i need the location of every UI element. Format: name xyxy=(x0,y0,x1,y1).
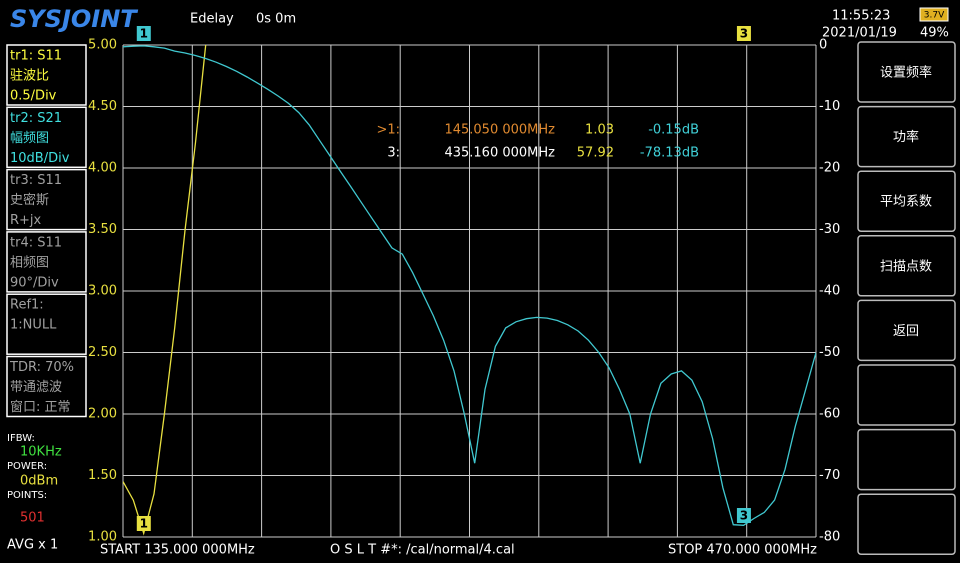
cal-file: O S L T #*: /cal/normal/4.cal xyxy=(330,543,515,558)
trace-panel-line: tr4: S11 xyxy=(10,235,62,250)
ifbw-value: 10KHz xyxy=(20,445,62,460)
marker-swr: 1.03 xyxy=(585,123,614,138)
power-value: 0dBm xyxy=(20,474,58,489)
menu-label[interactable]: 扫描点数 xyxy=(880,259,932,274)
marker-label: >1: xyxy=(376,123,400,138)
marker-flag xyxy=(136,26,151,41)
edelay-value: 0s 0m xyxy=(256,12,296,27)
battery-percent: 49% xyxy=(920,26,949,41)
ifbw-label: IFBW: xyxy=(7,433,35,444)
marker-flag-label: 1 xyxy=(140,27,148,41)
y-tick-label: 3.50 xyxy=(88,222,117,237)
marker-db: -78.13dB xyxy=(640,146,699,161)
trace-panel-line: tr2: S21 xyxy=(10,111,62,126)
trace-line xyxy=(123,45,207,536)
trace-panel-line: R+jx xyxy=(10,213,42,228)
y2-tick-label: -70 xyxy=(819,468,840,483)
trace-panel-line: 0.5/Div xyxy=(10,89,57,104)
trace-panel[interactable] xyxy=(6,293,87,355)
trace-panel-line: 10dB/Div xyxy=(10,151,70,166)
menu-button[interactable] xyxy=(857,105,956,168)
menu-button[interactable] xyxy=(857,428,956,491)
menu-label[interactable]: 功率 xyxy=(893,129,919,145)
power-label: POWER: xyxy=(7,461,47,472)
edelay-label: Edelay xyxy=(190,12,234,27)
y2-tick-label: -60 xyxy=(819,407,840,422)
y-tick-label: 2.00 xyxy=(88,407,117,422)
trace-panel[interactable] xyxy=(6,44,87,106)
trace-panel-line: 驻波比 xyxy=(10,69,49,84)
y-tick-label: 5.00 xyxy=(88,38,117,53)
marker-swr: 57.92 xyxy=(577,146,614,161)
stop-freq: STOP 470.000 000MHz xyxy=(668,543,817,558)
trace-panel-line: tr1: S11 xyxy=(10,49,62,64)
menu-button[interactable] xyxy=(857,170,956,232)
marker-flag xyxy=(736,26,751,41)
y-tick-label: 4.00 xyxy=(88,161,117,176)
menu-label[interactable]: 平均系数 xyxy=(880,195,932,210)
trace-panel-line: Ref1: xyxy=(10,298,44,313)
marker-label: 3: xyxy=(387,146,400,161)
marker-flag-label: 3 xyxy=(740,509,748,523)
marker-flag-label: 1 xyxy=(140,517,148,531)
trace-panel-line: 90°/Div xyxy=(10,275,59,290)
time: 11:55:23 xyxy=(832,9,890,24)
start-freq: START 135.000 000MHz xyxy=(100,543,255,558)
marker-flag-label: 3 xyxy=(740,27,748,41)
y2-tick-label: -30 xyxy=(819,222,840,237)
y-tick-label: 2.50 xyxy=(88,345,117,360)
y-tick-label: 1.50 xyxy=(88,468,117,483)
trace-panel-line: tr3: S11 xyxy=(10,173,62,188)
menu-label[interactable]: 返回 xyxy=(893,324,919,339)
marker-freq: 145.050 000MHz xyxy=(444,123,555,138)
trace-panel-line: 1:NULL xyxy=(10,318,57,333)
menu-button[interactable] xyxy=(857,235,956,297)
marker-flag xyxy=(136,516,151,531)
menu-button[interactable] xyxy=(857,299,956,362)
trace-panel[interactable] xyxy=(6,355,87,418)
trace-panel-line: TDR: 70% xyxy=(9,360,74,375)
y2-tick-label: -50 xyxy=(819,345,840,360)
avg: AVG x 1 xyxy=(7,538,58,553)
marker-flag xyxy=(736,508,751,523)
trace-panel-line: 窗口: 正常 xyxy=(10,399,71,415)
menu-button[interactable] xyxy=(857,493,956,555)
battery-icon xyxy=(919,7,949,22)
points-label: POINTS: xyxy=(7,490,47,501)
date: 2021/01/19 xyxy=(822,26,897,41)
points-value: 501 xyxy=(20,511,45,526)
trace-panel[interactable] xyxy=(6,106,87,169)
y2-tick-label: -10 xyxy=(819,99,840,114)
battery-voltage: 3.7V xyxy=(924,11,945,21)
y2-tick-label: -20 xyxy=(819,161,840,176)
y2-tick-label: -40 xyxy=(819,284,840,299)
menu-button[interactable] xyxy=(857,41,956,103)
trace-panel[interactable] xyxy=(6,168,87,231)
menu-label[interactable]: 设置频率 xyxy=(880,65,932,81)
trace-panel-line: 带通滤波 xyxy=(10,380,62,395)
trace-panel-line: 幅频图 xyxy=(10,131,49,146)
y-tick-label: 1.00 xyxy=(88,530,117,545)
y-tick-label: 3.00 xyxy=(88,284,117,299)
trace-panel-line: 史密斯 xyxy=(10,192,49,208)
y-tick-label: 4.50 xyxy=(88,99,117,114)
marker-db: -0.15dB xyxy=(648,123,699,138)
trace-panel-line: 相频图 xyxy=(10,255,49,270)
logo: SYSJOINT xyxy=(10,5,138,33)
marker-freq: 435.160 000MHz xyxy=(444,146,555,161)
y2-tick-label: -80 xyxy=(819,530,840,545)
trace-line xyxy=(123,45,816,526)
trace-panel[interactable] xyxy=(6,231,87,293)
menu-button[interactable] xyxy=(857,364,956,426)
y2-tick-label: 0 xyxy=(819,38,827,53)
